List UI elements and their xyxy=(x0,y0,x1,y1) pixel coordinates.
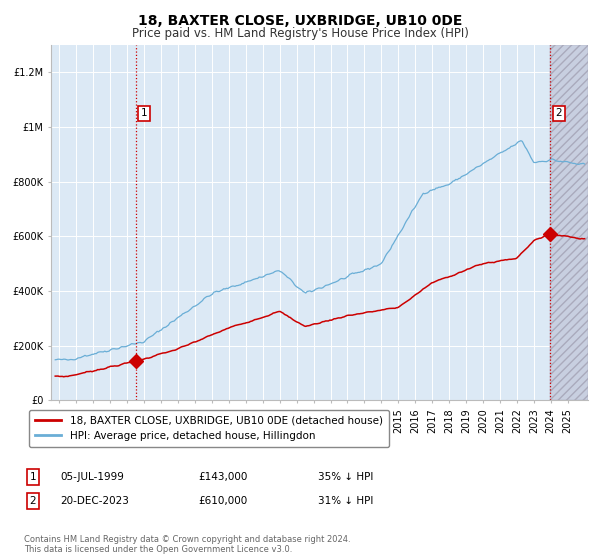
Bar xyxy=(550,45,588,400)
Text: £143,000: £143,000 xyxy=(198,472,247,482)
Text: 1: 1 xyxy=(29,472,37,482)
Text: 31% ↓ HPI: 31% ↓ HPI xyxy=(318,496,373,506)
Text: 20-DEC-2023: 20-DEC-2023 xyxy=(60,496,129,506)
Text: 18, BAXTER CLOSE, UXBRIDGE, UB10 0DE: 18, BAXTER CLOSE, UXBRIDGE, UB10 0DE xyxy=(138,14,462,28)
Text: 2: 2 xyxy=(29,496,37,506)
Text: Contains HM Land Registry data © Crown copyright and database right 2024.
This d: Contains HM Land Registry data © Crown c… xyxy=(24,535,350,554)
Text: £610,000: £610,000 xyxy=(198,496,247,506)
Text: 1: 1 xyxy=(141,108,148,118)
Text: 35% ↓ HPI: 35% ↓ HPI xyxy=(318,472,373,482)
Text: 05-JUL-1999: 05-JUL-1999 xyxy=(60,472,124,482)
Legend: 18, BAXTER CLOSE, UXBRIDGE, UB10 0DE (detached house), HPI: Average price, detac: 18, BAXTER CLOSE, UXBRIDGE, UB10 0DE (de… xyxy=(29,409,389,447)
Text: 2: 2 xyxy=(556,108,562,118)
Text: Price paid vs. HM Land Registry's House Price Index (HPI): Price paid vs. HM Land Registry's House … xyxy=(131,27,469,40)
